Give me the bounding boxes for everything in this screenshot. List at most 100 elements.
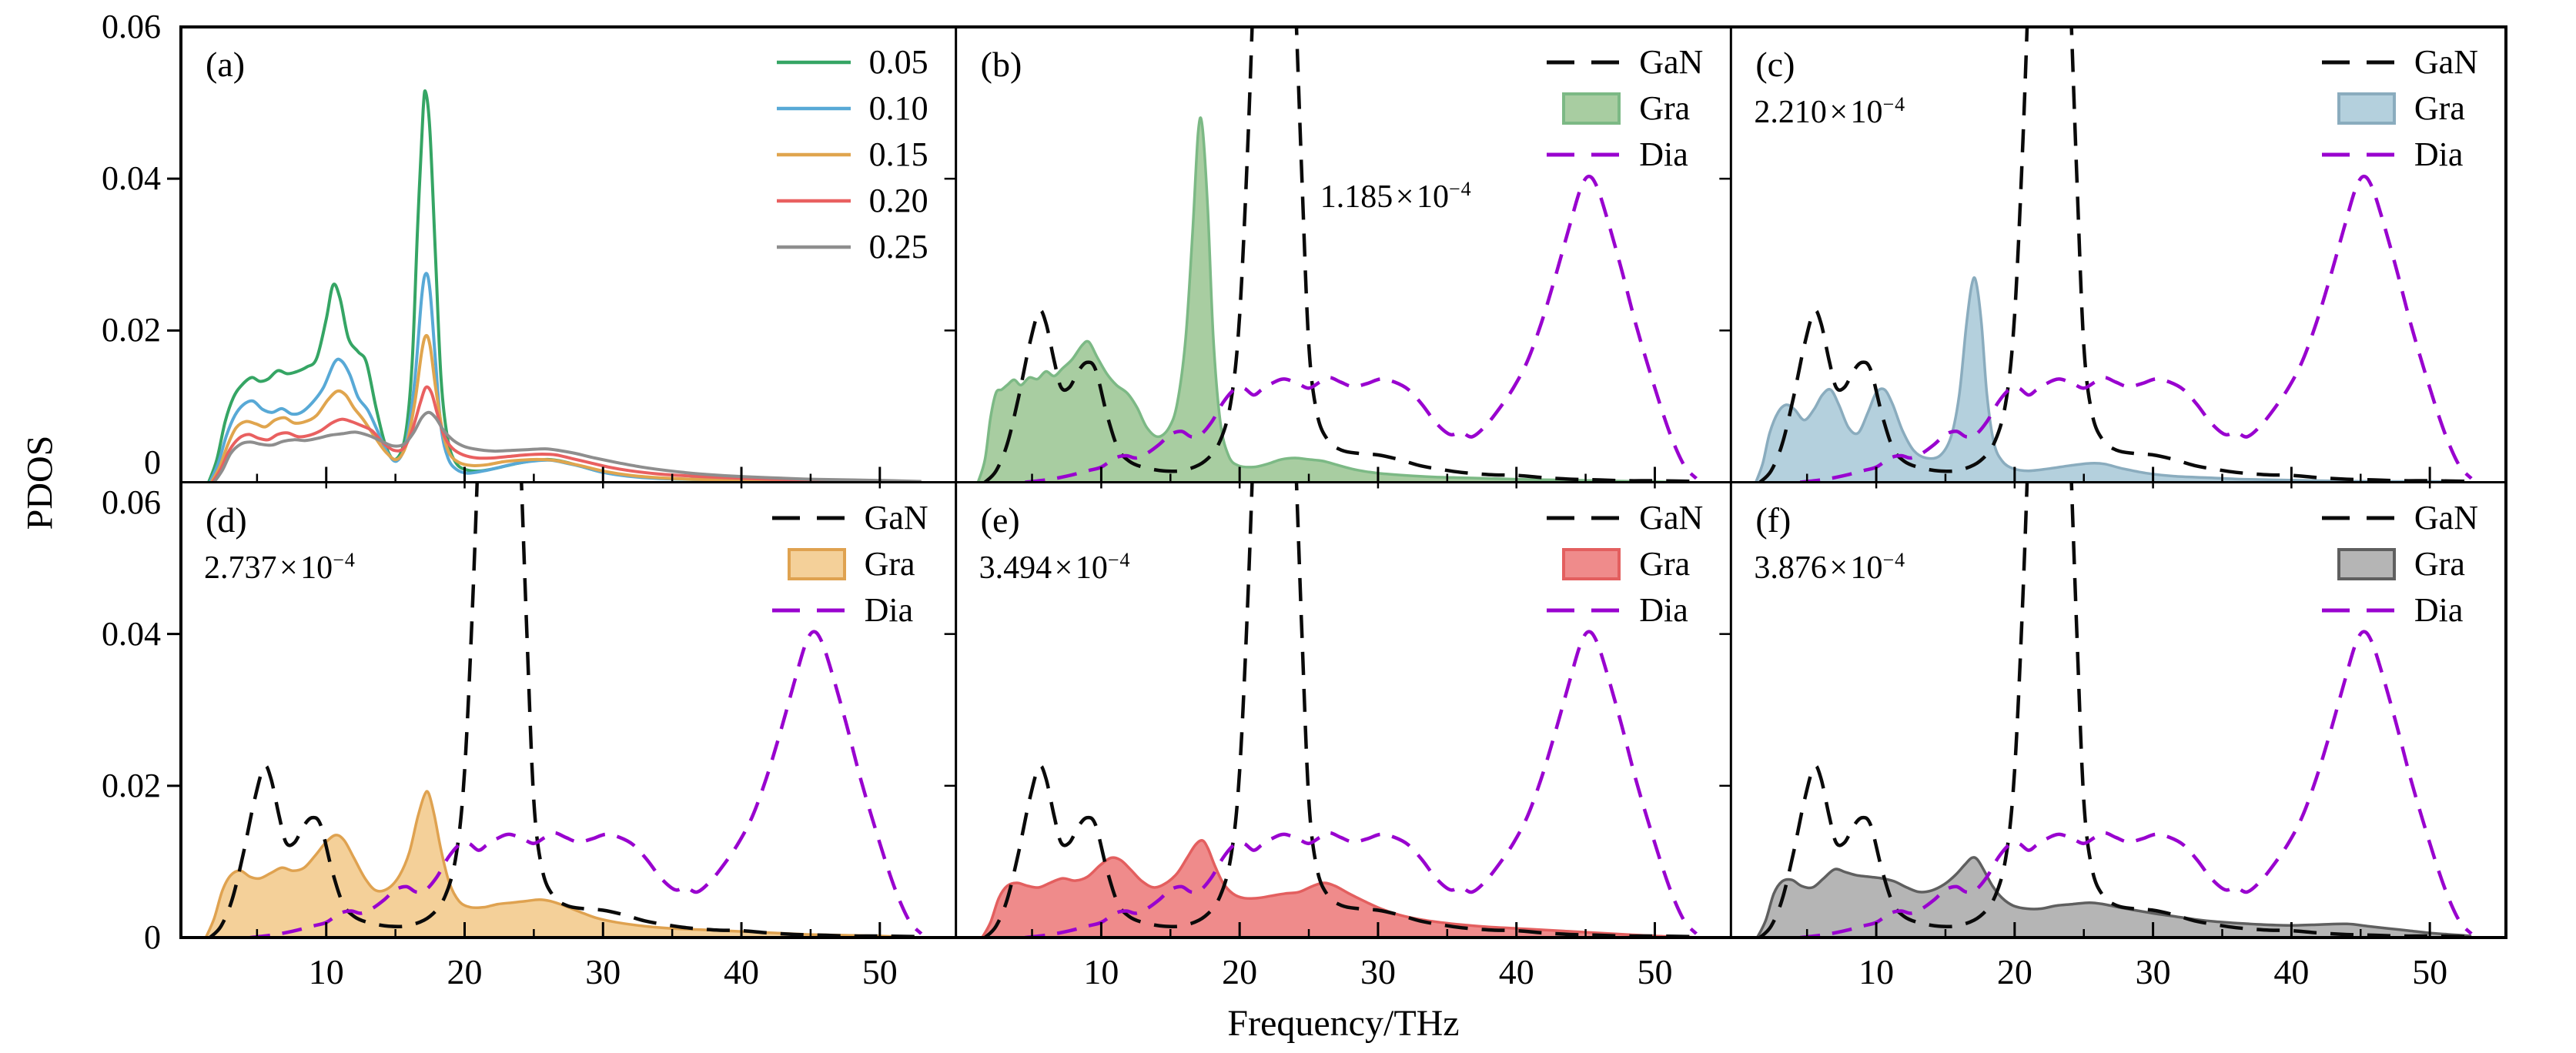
x-tick-label: 20 — [1222, 952, 1258, 991]
legend-label: Dia — [2414, 135, 2464, 173]
x-tick-label: 40 — [724, 952, 760, 991]
legend-label: Dia — [1639, 135, 1688, 173]
legend-swatch-dashed-line — [771, 607, 846, 614]
line-swatch-icon — [2321, 608, 2396, 612]
annotation-value: 3.876 × 10−4 — [1754, 548, 1906, 586]
x-tick-label: 50 — [861, 952, 898, 991]
y-tick-label: 0.04 — [102, 614, 161, 653]
legend-swatch-dashed-line — [1547, 514, 1621, 522]
gan-curve — [983, 482, 1697, 938]
y-tick-label: 0.06 — [102, 8, 161, 45]
legend-label: Gra — [1639, 89, 1691, 127]
panel-label-f: (f) — [1755, 500, 1791, 540]
legend-swatch-dashed-line — [1547, 607, 1621, 614]
x-tick-label: 20 — [447, 952, 483, 991]
annotation-value: 1.185 × 10−4 — [1320, 178, 1472, 215]
curve-ratio-0.20 — [211, 385, 922, 483]
y-tick-label: 0.02 — [102, 311, 161, 349]
legend-swatch-area — [787, 547, 846, 580]
gra-patch-icon — [1562, 547, 1621, 580]
gra-area-fill — [978, 117, 1683, 483]
y-tick-label: 0.02 — [102, 766, 161, 804]
line-swatch-icon — [2321, 152, 2396, 157]
dia-curve — [1025, 630, 1698, 938]
curve-ratio-0.15 — [209, 333, 922, 483]
legend-swatch-dashed-line — [1547, 58, 1621, 66]
gra-area-edge — [1755, 276, 2465, 483]
legend-swatch-line — [776, 197, 851, 205]
legend-swatch-area — [1562, 547, 1621, 580]
legend-label: Dia — [2414, 590, 2464, 629]
panel-label-a: (a) — [206, 45, 246, 84]
line-swatch-icon — [776, 106, 851, 111]
legend-label: Gra — [2414, 544, 2465, 583]
panel-label-e: (e) — [980, 500, 1020, 540]
dia-curve — [1799, 174, 2473, 483]
legend-swatch-area — [2337, 547, 2396, 580]
legend-label: GaN — [2414, 43, 2478, 81]
legend-e: GaN Gra Dia — [1544, 495, 1703, 633]
panel-label-d: (d) — [206, 500, 247, 540]
gra-patch-icon — [787, 547, 846, 580]
x-tick-label: 50 — [2412, 952, 2448, 991]
x-tick-label: 30 — [1360, 952, 1396, 991]
gan-curve — [209, 482, 922, 938]
gra-area-edge — [976, 116, 1683, 483]
panel-e-curves — [981, 482, 1698, 938]
line-swatch-icon — [1547, 60, 1621, 65]
legend-swatch-area — [1562, 92, 1621, 125]
line-swatch-icon — [776, 152, 851, 157]
legend-swatch-dashed-line — [2321, 151, 2396, 159]
y-tick-label: 0.06 — [102, 483, 161, 521]
line-swatch-icon — [776, 245, 851, 249]
legend-swatch-dashed-line — [771, 514, 846, 522]
legend-a: 0.05 0.10 0.15 0.20 0.25 — [774, 39, 928, 270]
panel-a-curves — [207, 89, 922, 483]
legend-swatch-line — [776, 58, 851, 66]
legend-label: GaN — [2414, 498, 2478, 537]
gan-curve — [983, 27, 1697, 483]
legend-swatch-line — [776, 243, 851, 251]
x-tick-label: 40 — [1498, 952, 1534, 991]
panel-d-curves — [204, 482, 923, 938]
gra-area-fill — [1757, 857, 2472, 938]
legend-label: 0.25 — [868, 228, 928, 266]
x-tick-label: 10 — [1858, 952, 1895, 991]
gra-area-edge — [981, 838, 1697, 938]
legend-label: 0.20 — [868, 182, 928, 219]
dia-curve — [249, 630, 923, 938]
gra-patch-icon — [2337, 547, 2396, 580]
x-tick-label: 20 — [1996, 952, 2032, 991]
x-tick-label: 10 — [1083, 952, 1119, 991]
legend-label: 0.05 — [868, 43, 928, 81]
gan-curve — [1758, 27, 2472, 483]
legend-label: Dia — [864, 590, 914, 629]
gan-curve — [1758, 482, 2472, 938]
line-swatch-icon — [771, 608, 846, 612]
gra-area-edge — [204, 790, 915, 938]
x-tick-label: 30 — [585, 952, 621, 991]
line-swatch-icon — [2321, 60, 2396, 65]
x-tick-label: 50 — [1637, 952, 1673, 991]
gra-area-fill — [1755, 277, 2465, 483]
curve-ratio-0.25 — [212, 410, 922, 483]
line-swatch-icon — [771, 516, 846, 520]
line-swatch-icon — [776, 199, 851, 203]
panel-label-c: (c) — [1755, 45, 1795, 84]
legend-label: Gra — [1639, 544, 1691, 583]
legend-swatch-dashed-line — [2321, 514, 2396, 522]
legend-label: GaN — [1639, 43, 1704, 81]
x-axis-title: Frequency/THz — [1227, 1003, 1460, 1044]
x-tick-label: 30 — [2135, 952, 2171, 991]
line-swatch-icon — [1547, 608, 1621, 612]
line-swatch-icon — [1547, 516, 1621, 520]
legend-swatch-dashed-line — [2321, 607, 2396, 614]
dia-curve — [1025, 174, 1698, 483]
panel-b-curves — [976, 27, 1698, 483]
annotation-value: 2.210 × 10−4 — [1754, 93, 1906, 130]
dia-curve — [1799, 630, 2473, 938]
line-swatch-icon — [2321, 516, 2396, 520]
legend-label: Gra — [864, 544, 915, 583]
